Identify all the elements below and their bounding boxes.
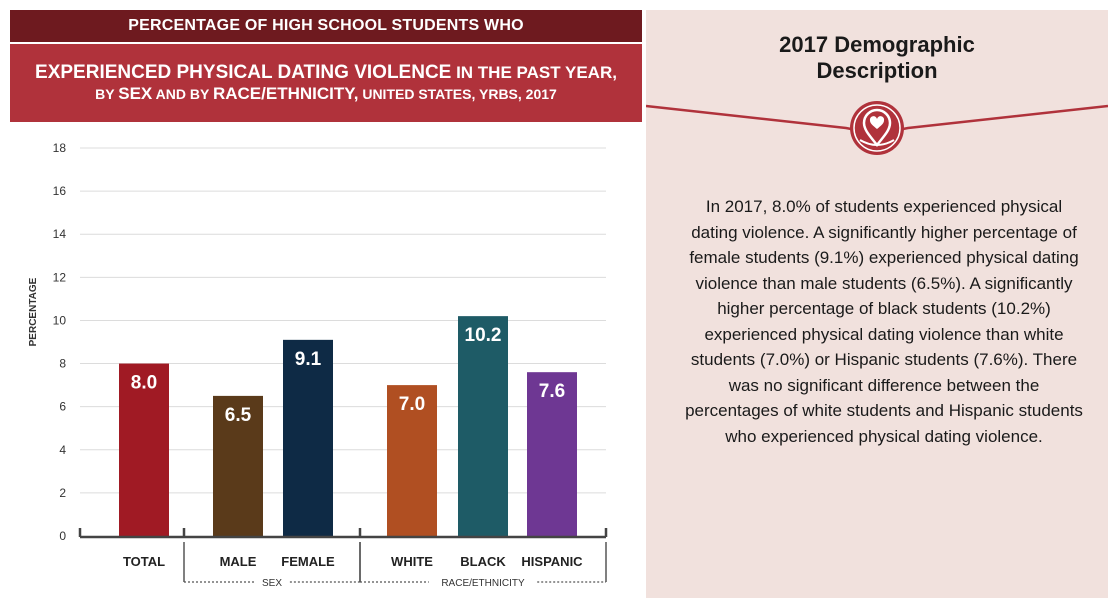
- value-label-male: 6.5: [225, 405, 252, 426]
- y-tick-label-18: 18: [53, 141, 67, 155]
- chart-header-line3-a: BY: [95, 86, 119, 102]
- value-label-white: 7.0: [399, 394, 425, 415]
- category-label-male: MALE: [220, 554, 257, 569]
- value-label-female: 9.1: [295, 349, 322, 370]
- y-tick-label-14: 14: [53, 227, 67, 241]
- category-label-white: WHITE: [391, 554, 433, 569]
- description-title-line2: Description: [816, 58, 938, 83]
- bar-white: [387, 385, 437, 536]
- chart-header-line3: BY SEX AND BY RACE/ETHNICITY, UNITED STA…: [95, 84, 557, 104]
- value-label-black: 10.2: [465, 325, 502, 346]
- y-tick-label-6: 6: [59, 400, 66, 414]
- y-tick-label-8: 8: [59, 357, 66, 371]
- description-title: 2017 Demographic Description: [646, 32, 1108, 84]
- bar-chart: 8.0 6.5 9.1 7.0 10.2 7.6 0 2 4 6 8 10 12 14 16 18 TOTAL…: [28, 141, 608, 589]
- description-panel: 2017 Demographic Description In 2017, 8.…: [646, 10, 1108, 598]
- group-bracket-race-ethnicity-label: RACE/ETHNICITY: [441, 578, 525, 589]
- chart-header-main: EXPERIENCED PHYSICAL DATING VIOLENCE IN …: [10, 44, 642, 122]
- bar-black: [458, 316, 508, 536]
- chart-header-top: PERCENTAGE OF HIGH SCHOOL STUDENTS WHO: [10, 10, 642, 42]
- heart-location-pin-icon: [850, 101, 904, 155]
- description-title-line1: 2017 Demographic: [779, 32, 975, 57]
- bar-female: [283, 339, 333, 536]
- group-bracket-sex-label: SEX: [262, 578, 282, 589]
- chart-header-line1: PERCENTAGE OF HIGH SCHOOL STUDENTS WHO: [128, 17, 524, 34]
- chart-header-line3-b: AND BY: [152, 86, 213, 102]
- chart-header-line2: EXPERIENCED PHYSICAL DATING VIOLENCE IN …: [35, 62, 617, 84]
- y-tick-label-10: 10: [53, 313, 67, 327]
- category-label-female: FEMALE: [281, 554, 335, 569]
- chart-panel: PERCENTAGE OF HIGH SCHOOL STUDENTS WHO E…: [10, 10, 642, 598]
- axes: 0 2 4 6 8 10 12 14 16 18 TOTAL MALE FEMALE WHITE BLACK…: [53, 141, 608, 589]
- bar-male: [213, 395, 263, 536]
- y-tick-label-16: 16: [53, 184, 67, 198]
- y-tick-label-2: 2: [59, 486, 66, 500]
- description-divider: [646, 101, 1108, 155]
- chart-header-line3-sex: SEX: [118, 84, 153, 103]
- y-tick-label-0: 0: [59, 529, 66, 543]
- bars: 8.0 6.5 9.1 7.0 10.2 7.6: [119, 316, 577, 536]
- chart-header-line2-big: EXPERIENCED PHYSICAL DATING VIOLENCE: [35, 62, 452, 83]
- chart-header-line2-rest: IN THE PAST YEAR,: [451, 63, 617, 82]
- y-tick-label-12: 12: [53, 270, 67, 284]
- bar-total: [119, 363, 169, 536]
- category-label-total: TOTAL: [123, 554, 165, 569]
- y-axis-label: PERCENTAGE: [28, 277, 39, 346]
- category-label-black: BLACK: [460, 554, 506, 569]
- description-body: In 2017, 8.0% of students experienced ph…: [685, 197, 1083, 446]
- category-label-hispanic: HISPANIC: [521, 554, 583, 569]
- value-label-hispanic: 7.6: [539, 381, 565, 402]
- chart-header-line3-race: RACE/ETHNICITY,: [212, 84, 359, 103]
- chart-header-line3-c: UNITED STATES, YRBS, 2017: [358, 86, 557, 102]
- bar-hispanic: [527, 372, 577, 536]
- y-tick-label-4: 4: [59, 443, 66, 457]
- value-label-total: 8.0: [131, 373, 157, 394]
